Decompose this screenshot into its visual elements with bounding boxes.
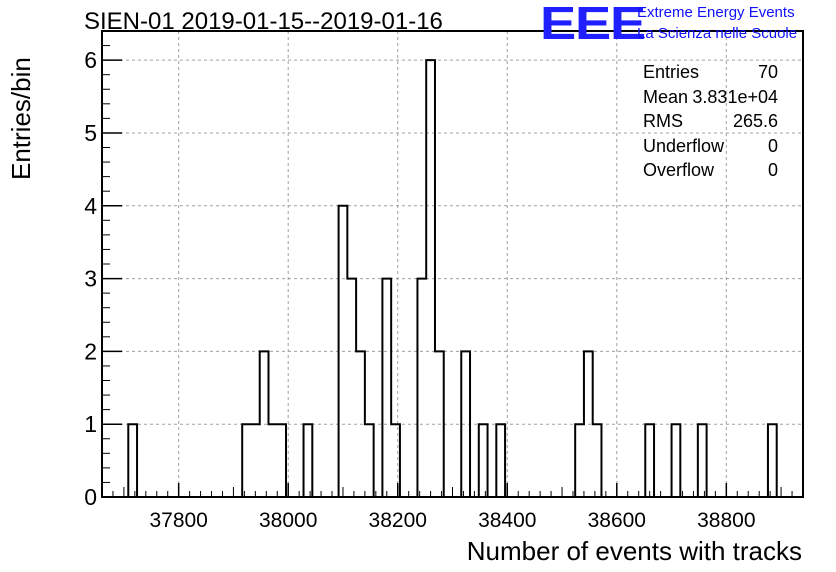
logo-caption-line2: La Scienza nelle Scuole [637, 25, 798, 42]
histogram-bin [242, 424, 251, 497]
x-tick-label: 37800 [149, 509, 207, 532]
histogram-bin [575, 424, 584, 497]
histogram-bin [615, 424, 624, 497]
x-tick-label: 38400 [478, 509, 536, 532]
histogram-bin [632, 424, 641, 497]
y-tick-label: 5 [84, 120, 97, 146]
histogram-bin [768, 424, 777, 497]
histogram-bin [593, 424, 602, 497]
histogram-bin [553, 424, 562, 497]
x-tick-label: 38000 [259, 509, 317, 532]
stat-mean: Mean 3.831e+04 [640, 85, 780, 110]
histogram-bin [347, 279, 356, 497]
x-tick-label: 38600 [588, 509, 646, 532]
histogram-bin [672, 424, 681, 497]
histogram-bin [496, 424, 505, 497]
stat-mean-value: 3.831e+04 [692, 86, 778, 107]
histogram-bin [658, 424, 667, 497]
histogram-bin [711, 424, 720, 497]
histogram-bin [382, 279, 391, 497]
x-tick-label: 38800 [697, 509, 755, 532]
axis-ticks [102, 45, 804, 498]
histogram-bin [417, 279, 426, 497]
histogram-bin [251, 424, 260, 497]
histogram-bin [527, 424, 536, 497]
histogram-bin [365, 424, 374, 497]
y-tick-label: 3 [84, 266, 97, 292]
y-tick-label: 4 [84, 193, 97, 219]
stat-underflow-value: 0 [767, 135, 778, 156]
logo-caption: Extreme Energy Events La Scienza nelle S… [637, 2, 797, 44]
histogram-bin [304, 424, 313, 497]
x-tick-label: 38200 [369, 509, 427, 532]
stat-entries-value: 70 [757, 62, 778, 82]
stat-overflow-value: 0 [767, 160, 778, 181]
y-tick-label: 0 [84, 484, 97, 510]
grid-lines [102, 31, 803, 497]
histogram-bin [290, 424, 299, 497]
histogram-bin [268, 424, 277, 497]
histogram-bin [391, 424, 400, 497]
stat-underflow: Underflow 0 [640, 134, 780, 159]
stat-overflow: Overflow 0 [640, 158, 780, 183]
y-tick-label: 2 [84, 338, 97, 364]
stat-entries: Entries 70 [640, 60, 780, 85]
x-axis-label: Number of events with tracks [466, 536, 802, 566]
y-tick-label: 6 [84, 47, 97, 73]
stat-rms-value: 265.6 [732, 111, 778, 132]
eee-logo: EEE [540, 0, 646, 49]
stats-box: Entries 70 Mean 3.831e+04 RMS 265.6 Unde… [640, 60, 780, 183]
histogram-bin [479, 424, 488, 497]
stat-underflow-label: Underflow [643, 135, 725, 156]
tick-labels: 37800 38000 38200 38400 38600 38800 0 1 2 3 4 5 6 [84, 47, 755, 532]
histogram-bin [645, 424, 654, 497]
stat-overflow-label: Overflow [643, 160, 715, 181]
stat-entries-label: Entries [643, 62, 700, 82]
histogram-bin [128, 424, 137, 497]
logo-caption-line1: Extreme Energy Events [637, 4, 795, 21]
stat-mean-label: Mean [643, 86, 689, 107]
stat-rms: RMS 265.6 [640, 109, 780, 134]
y-axis-label-text: Entries/bin [6, 57, 36, 180]
y-tick-label: 1 [84, 411, 97, 437]
histogram-bin [277, 424, 286, 497]
chart-title: SIEN-01 2019-01-15--2019-01-16 [84, 8, 443, 35]
stat-rms-label: RMS [643, 111, 683, 132]
histogram-bin [698, 424, 707, 497]
